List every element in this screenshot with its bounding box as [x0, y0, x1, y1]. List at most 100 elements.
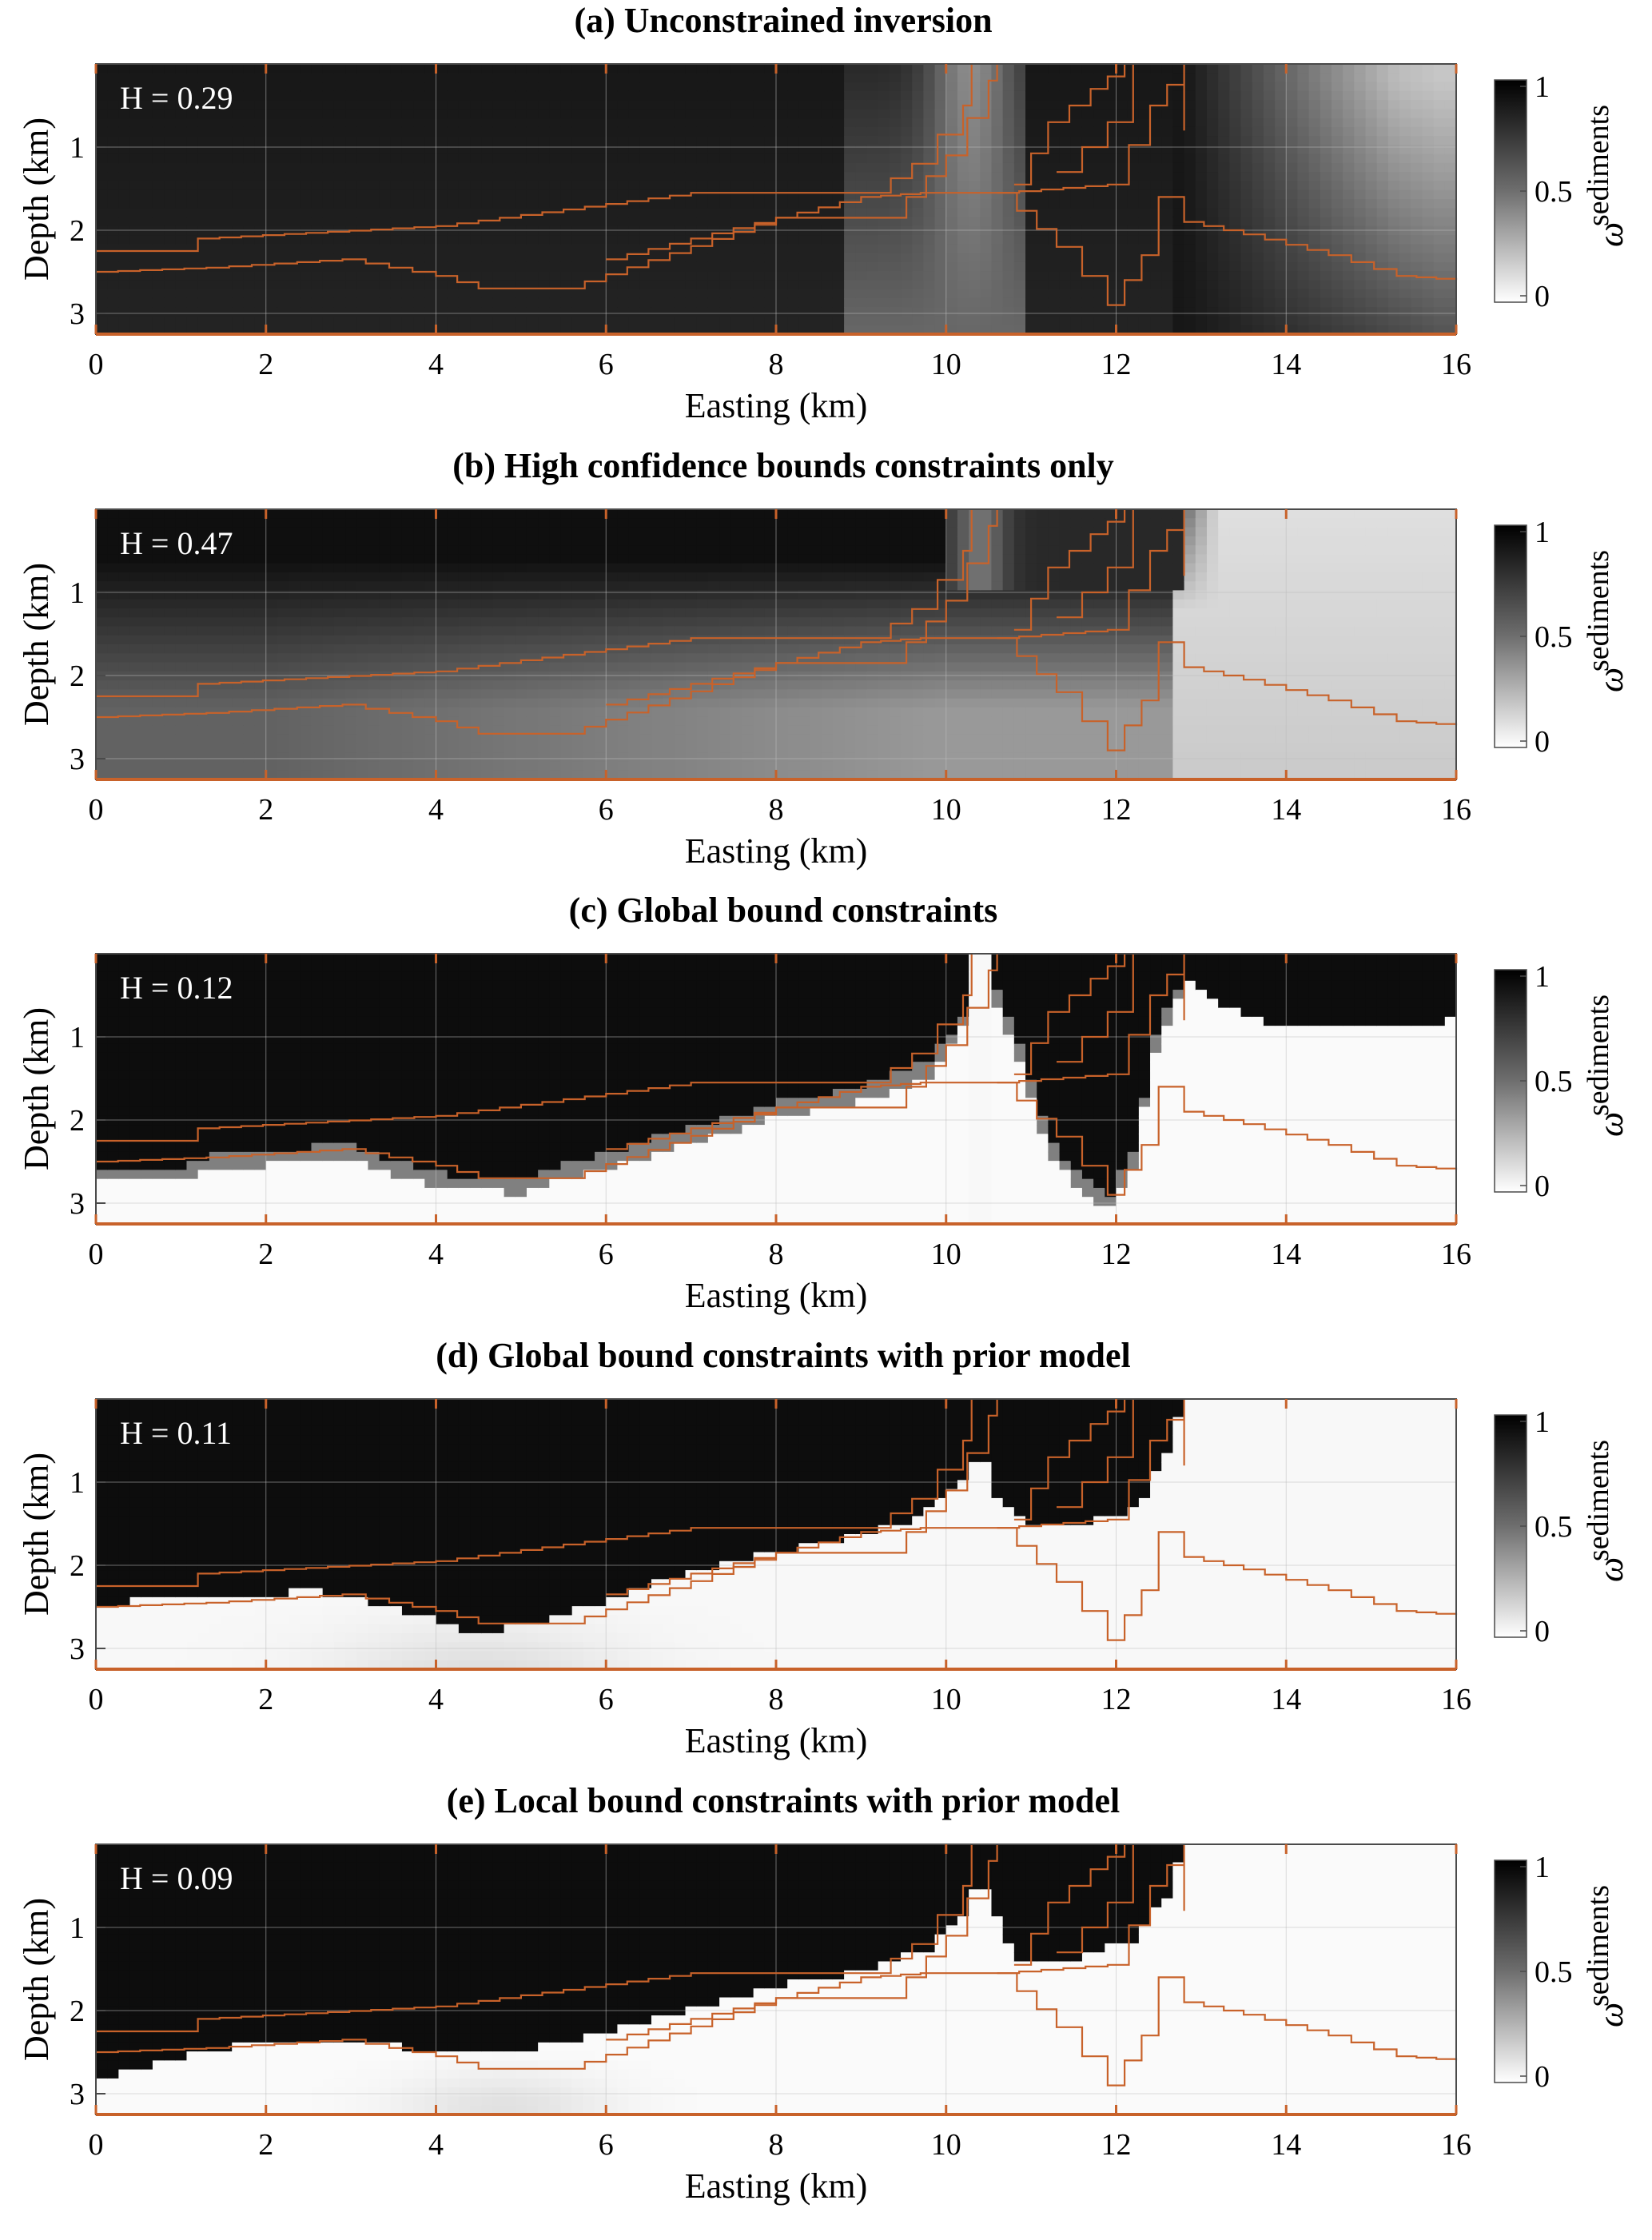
heatmap-cell: [1240, 289, 1253, 299]
heatmap-cell: [265, 109, 278, 119]
heatmap-cell: [583, 109, 595, 119]
heatmap-cell: [470, 289, 482, 299]
heatmap-cell: [595, 181, 607, 191]
heatmap-cell: [96, 707, 108, 717]
heatmap-cell: [164, 100, 176, 110]
heatmap-cell: [821, 289, 834, 299]
heatmap-cell: [1252, 199, 1264, 209]
heatmap-cell: [696, 64, 709, 74]
heatmap-cell: [221, 307, 233, 317]
heatmap-cell: [232, 599, 244, 609]
heatmap-cell: [413, 153, 425, 164]
heatmap-cell: [821, 126, 834, 137]
heatmap-cell: [129, 734, 142, 744]
heatmap-cell: [300, 82, 312, 92]
heatmap-cell: [1161, 253, 1174, 263]
heatmap-cell: [186, 297, 199, 308]
heatmap-cell: [1308, 199, 1321, 209]
heatmap-cell: [1376, 82, 1389, 92]
heatmap-cell: [832, 199, 845, 209]
heatmap-cell: [243, 217, 256, 227]
heatmap-cell: [209, 82, 221, 92]
heatmap-cell: [1376, 100, 1389, 110]
heatmap-cell: [980, 217, 993, 227]
heatmap-cell: [1286, 280, 1299, 290]
heatmap-cell: [221, 153, 233, 164]
heatmap-cell: [221, 689, 233, 700]
heatmap-cell: [322, 271, 335, 281]
heatmap-cell: [945, 225, 958, 236]
heatmap-cell: [730, 235, 743, 245]
heatmap-cell: [628, 325, 641, 335]
heatmap-cell: [436, 225, 448, 236]
heatmap-cell: [1376, 235, 1389, 245]
heatmap-cell: [696, 172, 709, 182]
heatmap-cell: [197, 743, 210, 753]
heatmap-cell: [504, 208, 516, 218]
heatmap-cell: [221, 662, 233, 672]
heatmap-cell: [197, 563, 210, 573]
heatmap-cell: [1025, 100, 1037, 110]
heatmap-cell: [538, 509, 550, 519]
heatmap-cell: [277, 536, 289, 546]
heatmap-cell: [753, 100, 766, 110]
heatmap-cell: [356, 244, 368, 254]
heatmap-cell: [186, 153, 199, 164]
heatmap-cell: [889, 126, 902, 137]
heatmap-cell: [707, 162, 720, 173]
heatmap-cell: [1308, 73, 1321, 83]
heatmap-cell: [1172, 235, 1185, 245]
heatmap-cell: [401, 581, 414, 591]
heatmap-cell: [934, 280, 947, 290]
heatmap-cell: [1308, 307, 1321, 317]
heatmap-cell: [776, 271, 788, 281]
heatmap-cell: [1297, 118, 1310, 128]
heatmap-cell: [96, 199, 108, 209]
heatmap-cell: [1184, 261, 1196, 272]
heatmap-cell: [1116, 280, 1129, 290]
heatmap-cell: [1172, 145, 1185, 155]
heatmap-cell: [991, 261, 1004, 272]
heatmap-cell: [447, 280, 460, 290]
heatmap-cell: [232, 153, 244, 164]
heatmap-cell: [254, 145, 267, 155]
heatmap-cell: [945, 181, 958, 191]
heatmap-cell: [719, 199, 731, 209]
heatmap-cell: [96, 653, 108, 664]
heatmap-cell: [1037, 181, 1049, 191]
heatmap-cell: [1275, 199, 1287, 209]
heatmap-cell: [969, 253, 981, 263]
heatmap-cell: [787, 297, 799, 308]
heatmap-cell: [1354, 217, 1367, 227]
heatmap-cell: [1081, 297, 1094, 308]
heatmap-cell: [322, 172, 335, 182]
heatmap-cell: [458, 225, 471, 236]
heatmap-cell: [152, 73, 165, 83]
heatmap-cell: [209, 118, 221, 128]
heatmap-cell: [912, 100, 924, 110]
heatmap-cell: [1116, 297, 1129, 308]
heatmap-cell: [481, 109, 494, 119]
heatmap-cell: [1184, 162, 1196, 173]
heatmap-cell: [719, 244, 731, 254]
heatmap-cell: [1422, 172, 1435, 182]
heatmap-cell: [1444, 90, 1457, 101]
heatmap-cell: [333, 509, 346, 519]
heatmap-cell: [878, 297, 890, 308]
heatmap-cell: [333, 253, 346, 263]
heatmap-cell: [1070, 208, 1083, 218]
heatmap-cell: [1320, 109, 1332, 119]
heatmap-cell: [707, 289, 720, 299]
heatmap-cell: [1184, 289, 1196, 299]
heatmap-cell: [1184, 225, 1196, 236]
heatmap-cell: [1275, 64, 1287, 74]
heatmap-cell: [674, 307, 687, 317]
heatmap-cell: [571, 698, 584, 708]
heatmap-cell: [413, 536, 425, 546]
heatmap-cell: [209, 680, 221, 690]
heatmap-cell: [538, 316, 550, 326]
heatmap-cell: [436, 554, 448, 564]
heatmap-cell: [515, 617, 527, 628]
heatmap-cell: [243, 325, 256, 335]
heatmap-cell: [504, 680, 516, 690]
